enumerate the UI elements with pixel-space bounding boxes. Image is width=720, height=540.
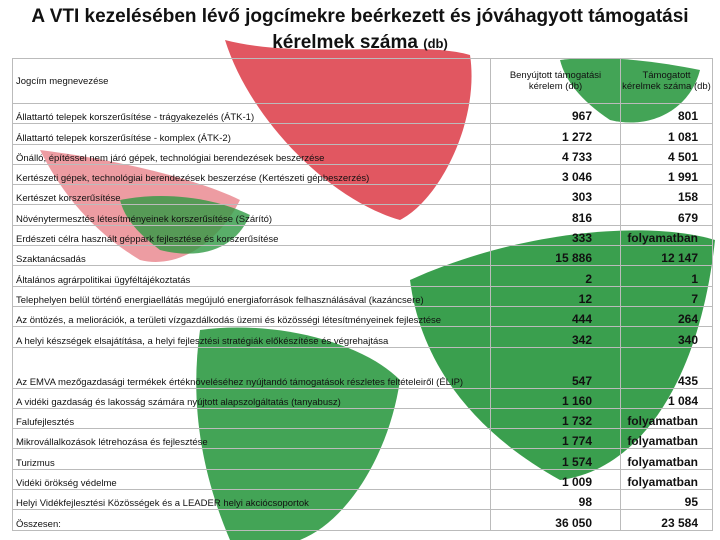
row-label: Az EMVA mezőgazdasági termékek értéknöve…: [12, 346, 491, 389]
row-label: Összesen:: [12, 509, 491, 531]
cell-value: 547: [490, 346, 621, 389]
cell-value: 1: [620, 265, 713, 287]
cell-value: 801: [620, 102, 713, 125]
table-row: A vidéki gazdaság és lakosság számára ny…: [12, 387, 713, 409]
table-row: Falufejlesztés 1 732 folyamatban: [12, 407, 713, 430]
row-label: Telephelyen belül történő energiaellátás…: [12, 285, 491, 307]
table-row: Telephelyen belül történő energiaellátás…: [12, 285, 713, 307]
cell-value: 1 081: [620, 123, 713, 145]
row-label: Helyi Vidékfejlesztési Közösségek és a L…: [12, 489, 491, 511]
cell-value: 816: [490, 204, 621, 226]
cell-value: 4 733: [490, 143, 621, 165]
row-label: Erdészeti célra használt géppark fejlesz…: [12, 224, 491, 247]
cell-value: folyamatban: [620, 407, 713, 430]
table-row: Állattartó telepek korszerűsítése - komp…: [12, 123, 713, 145]
data-table: Jogcím megnevezése Benyújtott támogatási…: [12, 58, 713, 531]
row-label: A helyi készségek elsajátítása, a helyi …: [12, 326, 491, 348]
column-header: Támogatott kérelmek száma (db): [620, 58, 713, 104]
row-label: Kertészet korszerűsítése: [12, 184, 491, 206]
column-header: Jogcím megnevezése: [12, 58, 491, 104]
table-row: Összesen: 36 050 23 584: [12, 509, 713, 531]
cell-value: 3 046: [490, 163, 621, 186]
table-row: Kertészeti gépek, technológiai berendezé…: [12, 163, 713, 186]
header-row: Jogcím megnevezése Benyújtott támogatási…: [12, 58, 713, 104]
table-row: Mikrovállalkozások létrehozása és fejles…: [12, 428, 713, 450]
cell-value: 7: [620, 285, 713, 307]
row-label: Vidéki örökség védelme: [12, 468, 491, 491]
cell-value: 1 732: [490, 407, 621, 430]
cell-value: 303: [490, 184, 621, 206]
cell-value: 98: [490, 489, 621, 511]
cell-value: 264: [620, 305, 713, 328]
cell-value: 435: [620, 346, 713, 389]
cell-value: 23 584: [620, 509, 713, 531]
cell-value: 342: [490, 326, 621, 348]
row-label: Az öntözés, a meliorációk, a területi ví…: [12, 305, 491, 328]
row-label: Állattartó telepek korszerűsítése - trág…: [12, 102, 491, 125]
cell-value: 1 084: [620, 387, 713, 409]
cell-value: folyamatban: [620, 448, 713, 470]
table-row: Növénytermesztés létesítményeinek korsze…: [12, 204, 713, 226]
cell-value: 1 774: [490, 428, 621, 450]
cell-value: folyamatban: [620, 468, 713, 491]
table-row: Vidéki örökség védelme 1 009 folyamatban: [12, 468, 713, 491]
row-label: Szaktanácsadás: [12, 245, 491, 267]
row-label: Növénytermesztés létesítményeinek korsze…: [12, 204, 491, 226]
table-row: Állattartó telepek korszerűsítése - trág…: [12, 102, 713, 125]
table-row: Általános agrárpolitikai ügyféltájékozta…: [12, 265, 713, 287]
table-row: Helyi Vidékfejlesztési Közösségek és a L…: [12, 489, 713, 511]
cell-value: 967: [490, 102, 621, 125]
column-header: Benyújtott támogatási kérelem (db): [490, 58, 621, 104]
cell-value: 4 501: [620, 143, 713, 165]
row-label: A vidéki gazdaság és lakosság számára ny…: [12, 387, 491, 409]
table-row: Szaktanácsadás 15 886 12 147: [12, 245, 713, 267]
title: A VTI kezelésében lévő jogcímekre beérke…: [0, 4, 720, 57]
table-row: Önálló, építéssel nem járó gépek, techno…: [12, 143, 713, 165]
cell-value: 1 991: [620, 163, 713, 186]
row-label: Turizmus: [12, 448, 491, 470]
table-row: Erdészeti célra használt géppark fejlesz…: [12, 224, 713, 247]
cell-value: 1 574: [490, 448, 621, 470]
row-label: Kertészeti gépek, technológiai berendezé…: [12, 163, 491, 186]
row-label: Állattartó telepek korszerűsítése - komp…: [12, 123, 491, 145]
cell-value: folyamatban: [620, 224, 713, 247]
cell-value: 36 050: [490, 509, 621, 531]
row-label: Falufejlesztés: [12, 407, 491, 430]
cell-value: 12: [490, 285, 621, 307]
table-row: Az öntözés, a meliorációk, a területi ví…: [12, 305, 713, 328]
cell-value: 158: [620, 184, 713, 206]
table-row: Turizmus 1 574 folyamatban: [12, 448, 713, 470]
cell-value: 333: [490, 224, 621, 247]
table-row: Kertészet korszerűsítése 303 158: [12, 184, 713, 206]
row-label: Önálló, építéssel nem járó gépek, techno…: [12, 143, 491, 165]
row-label: Mikrovállalkozások létrehozása és fejles…: [12, 428, 491, 450]
table-row: A helyi készségek elsajátítása, a helyi …: [12, 326, 713, 348]
cell-value: 444: [490, 305, 621, 328]
cell-value: 1 160: [490, 387, 621, 409]
cell-value: 1 272: [490, 123, 621, 145]
cell-value: 15 886: [490, 245, 621, 267]
title-text: A VTI kezelésében lévő jogcímekre beérke…: [31, 6, 689, 53]
row-label: Általános agrárpolitikai ügyféltájékozta…: [12, 265, 491, 287]
cell-value: 12 147: [620, 245, 713, 267]
cell-value: 2: [490, 265, 621, 287]
cell-value: 1 009: [490, 468, 621, 491]
cell-value: 340: [620, 326, 713, 348]
cell-value: folyamatban: [620, 428, 713, 450]
cell-value: 679: [620, 204, 713, 226]
cell-value: 95: [620, 489, 713, 511]
title-unit: (db): [423, 36, 448, 51]
table-row: Az EMVA mezőgazdasági termékek értéknöve…: [12, 346, 713, 389]
